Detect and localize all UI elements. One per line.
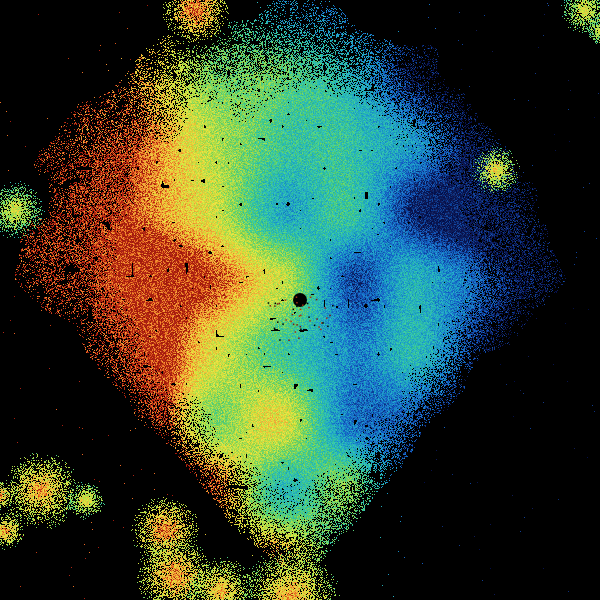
speckle-map-canvas-container (0, 0, 600, 600)
speckle-field-canvas (0, 0, 600, 600)
